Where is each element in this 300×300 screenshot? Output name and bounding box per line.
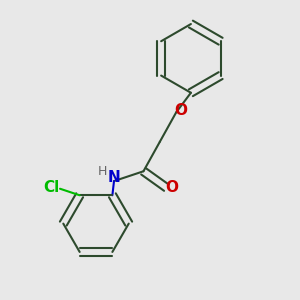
Text: O: O — [175, 103, 188, 118]
Text: Cl: Cl — [44, 180, 60, 195]
Text: H: H — [98, 165, 107, 178]
Text: N: N — [108, 170, 120, 185]
Text: O: O — [166, 180, 179, 195]
